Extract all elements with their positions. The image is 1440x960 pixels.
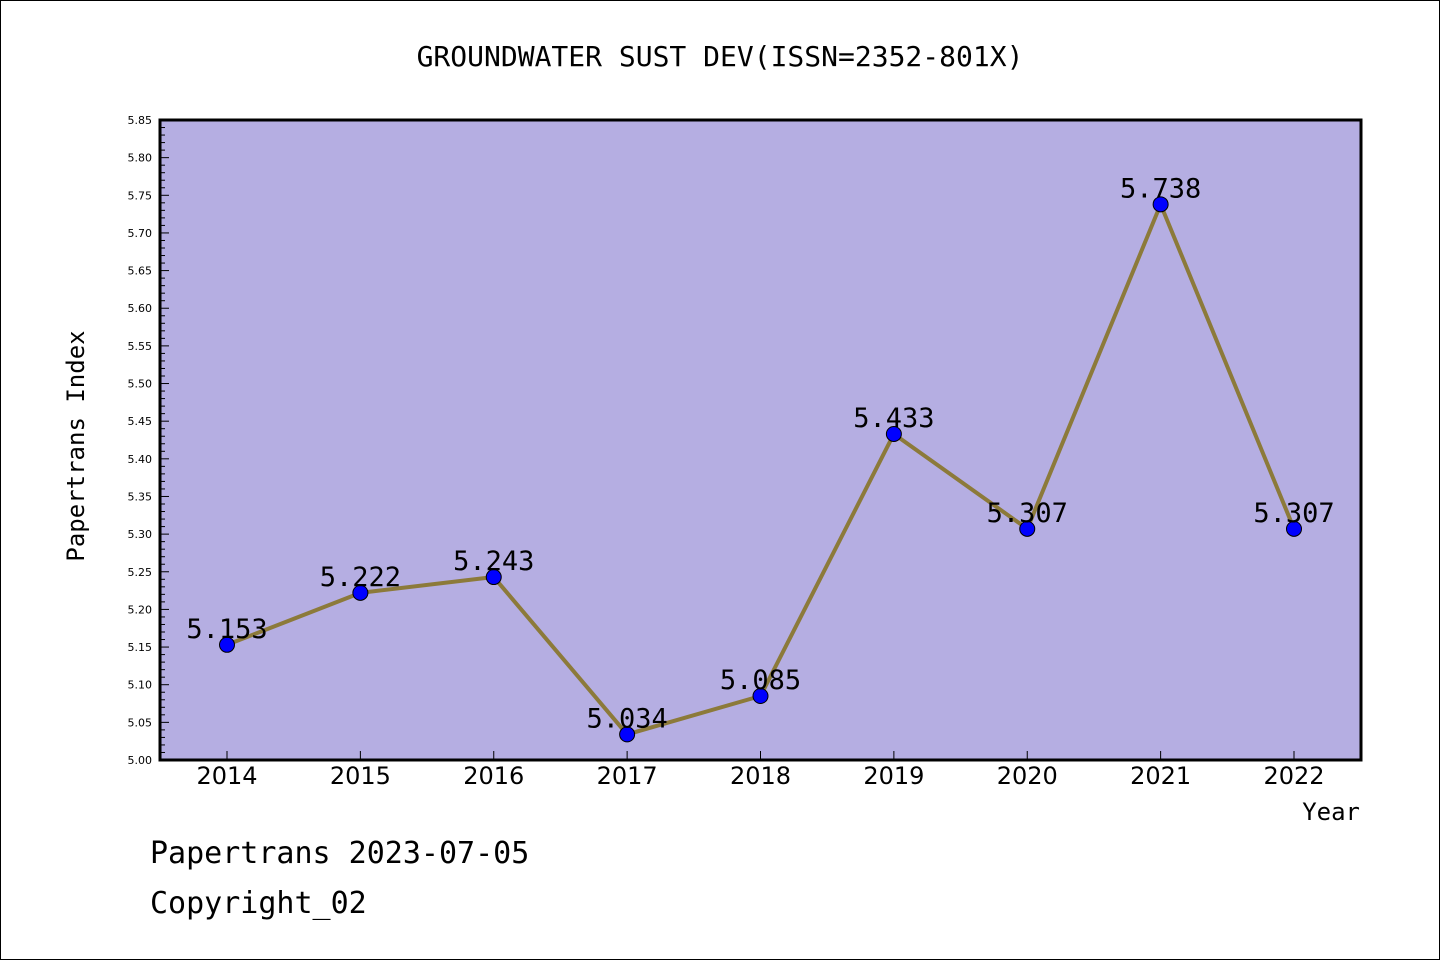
y-tick-label: 5.00 bbox=[128, 754, 153, 767]
plot-border bbox=[158, 118, 1363, 762]
footer-date: Papertrans 2023-07-05 bbox=[150, 836, 530, 871]
data-point bbox=[219, 636, 235, 653]
y-axis-label: Papertrans Index bbox=[62, 330, 90, 561]
y-tick-label: 5.40 bbox=[128, 453, 153, 466]
data-point bbox=[485, 569, 502, 586]
data-point bbox=[352, 584, 369, 601]
data-label: 5.085 bbox=[720, 665, 801, 696]
y-tick-label: 5.10 bbox=[128, 679, 153, 692]
data-label: 5.153 bbox=[186, 614, 267, 645]
data-label: 5.222 bbox=[320, 562, 401, 593]
y-tick-label: 5.65 bbox=[128, 265, 153, 278]
data-label: 5.433 bbox=[853, 403, 934, 434]
plot-area bbox=[160, 120, 1361, 760]
x-tick-label: 2018 bbox=[730, 762, 791, 790]
y-tick-label: 5.50 bbox=[128, 378, 153, 391]
data-label: 5.307 bbox=[1253, 498, 1334, 529]
x-tick-label: 2020 bbox=[997, 762, 1058, 790]
y-tick-label: 5.30 bbox=[128, 528, 153, 541]
y-tick-label: 5.80 bbox=[128, 152, 153, 165]
y-tick-label: 5.05 bbox=[128, 716, 153, 729]
x-axis-label: Year bbox=[1302, 798, 1360, 826]
y-tick-label: 5.25 bbox=[128, 566, 153, 579]
data-label: 5.738 bbox=[1120, 173, 1201, 204]
x-tick-label: 2016 bbox=[463, 762, 524, 790]
y-tick-label: 5.20 bbox=[128, 603, 153, 616]
x-tick-label: 2021 bbox=[1130, 762, 1191, 790]
y-tick-label: 5.75 bbox=[128, 189, 153, 202]
x-tick-label: 2022 bbox=[1263, 762, 1324, 790]
data-point bbox=[1286, 520, 1302, 537]
x-tick-label: 2015 bbox=[330, 762, 391, 790]
y-tick-label: 5.85 bbox=[128, 114, 153, 127]
data-point bbox=[885, 425, 902, 442]
y-tick-label: 5.45 bbox=[128, 415, 153, 428]
data-point bbox=[1019, 520, 1036, 537]
data-label: 5.307 bbox=[987, 498, 1068, 529]
data-label: 5.243 bbox=[453, 546, 534, 577]
y-tick-label: 5.15 bbox=[128, 641, 153, 654]
y-tick-label: 5.60 bbox=[128, 302, 153, 315]
x-tick-label: 2019 bbox=[863, 762, 924, 790]
data-point bbox=[619, 726, 636, 743]
y-tick-label: 5.35 bbox=[128, 490, 153, 503]
data-label: 5.034 bbox=[586, 703, 667, 734]
y-tick-label: 5.55 bbox=[128, 340, 153, 353]
data-point bbox=[1152, 196, 1169, 213]
data-point bbox=[752, 688, 769, 704]
x-tick-label: 2014 bbox=[196, 762, 257, 790]
y-tick-label: 5.70 bbox=[128, 227, 153, 240]
footer-copyright: Copyright_02 bbox=[150, 886, 367, 921]
chart-title: GROUNDWATER SUST DEV(ISSN=2352-801X) bbox=[417, 40, 1024, 73]
x-tick-label: 2017 bbox=[597, 762, 658, 790]
